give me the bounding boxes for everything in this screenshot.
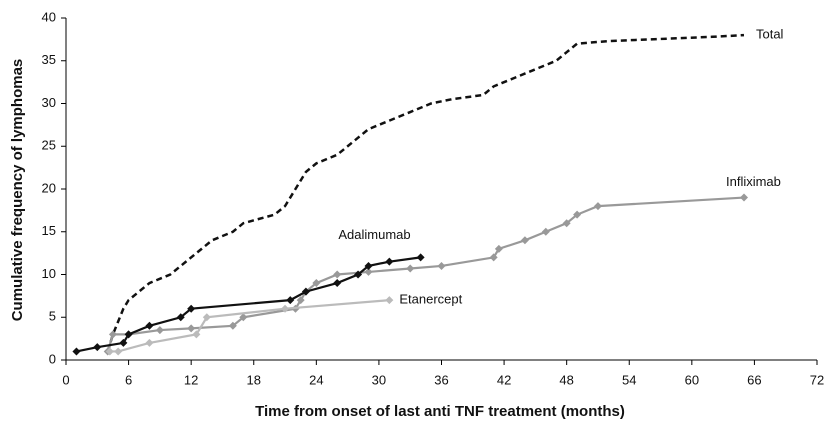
y-tick-label: 25 (42, 138, 56, 153)
marker (239, 313, 248, 322)
x-tick-label: 6 (125, 372, 132, 387)
marker (301, 287, 310, 296)
marker (364, 261, 373, 270)
y-tick-label: 20 (42, 180, 56, 195)
marker (105, 347, 114, 356)
x-tick-label: 54 (622, 372, 636, 387)
marker (145, 338, 154, 347)
marker (124, 330, 133, 339)
y-tick-label: 40 (42, 9, 56, 24)
y-tick-label: 0 (49, 351, 56, 366)
series-label: Adalimumab (338, 227, 410, 242)
series-line (106, 33, 745, 352)
marker (228, 321, 237, 330)
marker (354, 270, 363, 279)
x-axis-title: Time from onset of last anti TNF treatme… (255, 403, 625, 420)
marker (108, 330, 117, 339)
marker (406, 264, 415, 273)
x-tick-label: 42 (497, 372, 511, 387)
marker (192, 330, 201, 339)
x-tick-label: 24 (309, 372, 323, 387)
marker (385, 257, 394, 266)
marker (520, 236, 529, 245)
marker (296, 296, 305, 305)
marker (333, 270, 342, 279)
marker (119, 338, 128, 347)
series-line (106, 196, 745, 352)
x-tick-label: 60 (685, 372, 699, 387)
y-axis-title: Cumulative frequency of lymphomas (9, 59, 26, 322)
y-tick-label: 15 (42, 223, 56, 238)
y-tick-label: 5 (49, 309, 56, 324)
marker (187, 304, 196, 313)
marker (145, 321, 154, 330)
series-label: Etanercept (399, 292, 462, 307)
series-label: Infliximab (726, 174, 781, 189)
marker (541, 227, 550, 236)
x-tick-label: 30 (372, 372, 386, 387)
x-tick-label: 36 (434, 372, 448, 387)
marker (437, 261, 446, 270)
marker (573, 210, 582, 219)
marker (202, 313, 211, 322)
marker (312, 279, 321, 288)
marker (562, 219, 571, 228)
x-tick-label: 48 (559, 372, 573, 387)
x-tick-label: 18 (247, 372, 261, 387)
marker (739, 193, 748, 202)
x-tick-label: 72 (810, 372, 824, 387)
marker (93, 343, 102, 352)
y-tick-label: 10 (42, 266, 56, 281)
x-tick-label: 66 (747, 372, 761, 387)
marker (187, 324, 196, 333)
marker (72, 347, 81, 356)
series-label: Total (756, 27, 784, 42)
marker (176, 313, 185, 322)
marker (494, 244, 503, 253)
y-tick-label: 30 (42, 95, 56, 110)
marker (155, 326, 164, 335)
marker (281, 304, 290, 313)
marker (333, 279, 342, 288)
x-tick-label: 0 (62, 372, 69, 387)
marker (364, 267, 373, 276)
marker (385, 296, 394, 305)
marker (114, 347, 123, 356)
marker (489, 253, 498, 262)
x-tick-label: 12 (184, 372, 198, 387)
marker (593, 202, 602, 211)
y-tick-label: 35 (42, 52, 56, 67)
marker (416, 253, 425, 262)
marker (286, 296, 295, 305)
